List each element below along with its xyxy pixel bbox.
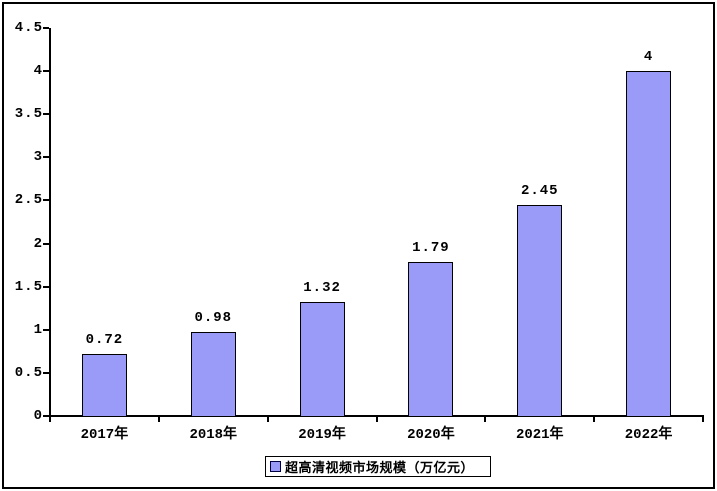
y-tick: [43, 415, 49, 417]
bar: [408, 261, 454, 417]
category-label: 2020年: [407, 427, 455, 443]
category-label: 2022年: [624, 427, 673, 443]
y-tick: [43, 156, 49, 159]
legend-swatch-icon: [270, 461, 281, 472]
value-label: 1.32: [303, 280, 341, 297]
y-tick-label: 2.5: [14, 192, 43, 209]
value-label: 0.98: [194, 309, 233, 326]
category-label: 2021年: [515, 427, 564, 443]
bar: [81, 353, 127, 417]
value-label: 1.79: [412, 239, 450, 256]
x-tick: [593, 417, 596, 422]
legend: 超高清视频市场规模（万亿元）: [265, 456, 491, 477]
x-axis-line: [49, 415, 704, 417]
category-label: 2019年: [298, 427, 346, 443]
y-tick: [43, 371, 49, 374]
bar: [299, 302, 345, 417]
y-tick-label: 0: [33, 408, 43, 424]
bar: [626, 71, 672, 417]
y-tick-label: 3: [33, 149, 43, 166]
y-tick: [43, 285, 49, 288]
y-tick-label: 2: [33, 235, 43, 252]
y-tick-label: 0.5: [14, 364, 43, 381]
y-tick-label: 4.5: [14, 20, 43, 36]
category-label: 2018年: [189, 427, 238, 443]
value-label: 0.72: [85, 331, 124, 348]
x-tick: [702, 417, 704, 422]
y-tick: [43, 199, 49, 202]
y-tick: [43, 70, 49, 73]
y-tick: [43, 27, 49, 29]
legend-label: 超高清视频市场规模（万亿元）: [285, 461, 475, 476]
y-tick-label: 4: [33, 63, 43, 80]
y-tick: [43, 113, 49, 116]
bar: [517, 204, 563, 417]
y-tick: [43, 242, 49, 245]
x-tick: [375, 417, 378, 422]
x-tick: [484, 417, 487, 422]
y-tick-label: 3.5: [14, 106, 43, 123]
x-tick: [49, 417, 51, 422]
y-tick: [43, 328, 49, 331]
x-tick: [157, 417, 160, 422]
category-label: 2017年: [80, 427, 129, 443]
y-axis-line: [49, 28, 51, 417]
y-tick-label: 1.5: [14, 278, 43, 295]
value-label: 2.45: [520, 182, 559, 199]
y-tick-label: 1: [33, 321, 43, 338]
x-tick: [266, 417, 269, 422]
bar: [190, 331, 236, 417]
value-label: 4: [643, 49, 654, 66]
